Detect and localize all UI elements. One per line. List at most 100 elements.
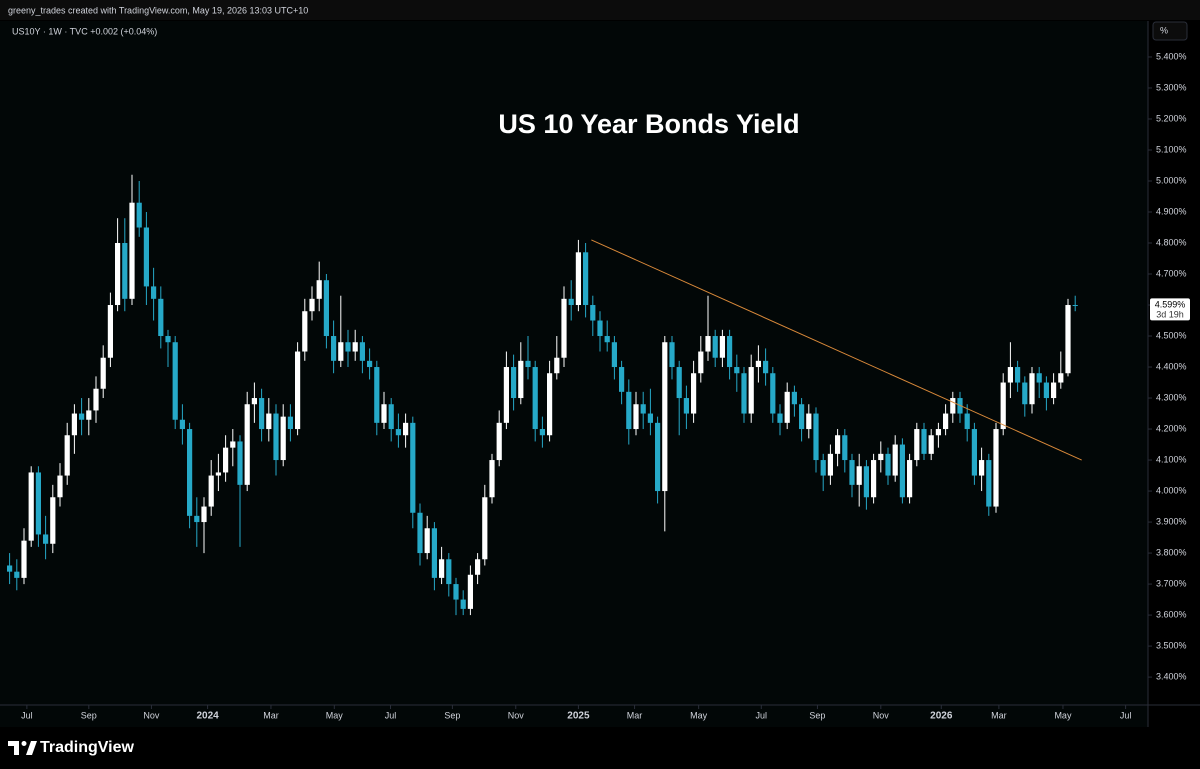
y-tick-label: 4.200% xyxy=(1156,423,1187,433)
y-tick-label: 3.700% xyxy=(1156,578,1187,588)
candle-body xyxy=(691,373,697,414)
candle-body xyxy=(201,506,207,523)
candle-body xyxy=(1058,373,1064,383)
x-tick-label: Jul xyxy=(1120,710,1132,720)
y-tick-label: 3.600% xyxy=(1156,609,1187,619)
candle-body xyxy=(410,422,416,513)
candle-body xyxy=(467,574,473,609)
logo-dot xyxy=(21,741,27,746)
x-tick-label: May xyxy=(1054,710,1072,720)
candle-body xyxy=(986,460,992,507)
y-tick-label: 4.100% xyxy=(1156,454,1187,464)
candle-body xyxy=(86,410,92,420)
candle-body xyxy=(734,367,740,374)
candle-body xyxy=(381,404,387,423)
candle-body xyxy=(100,357,106,389)
x-tick-label: May xyxy=(326,710,344,720)
candle-body xyxy=(273,413,279,461)
y-tick-label: 3.900% xyxy=(1156,516,1187,526)
y-tick-label: 4.500% xyxy=(1156,330,1187,340)
candle-body xyxy=(28,472,34,541)
candle-body xyxy=(698,351,704,374)
candle-body xyxy=(496,422,502,461)
candle-body xyxy=(439,559,445,578)
candle-body xyxy=(964,413,970,430)
y-tick-label: 5.100% xyxy=(1156,144,1187,154)
candle-body xyxy=(79,413,85,420)
candle-body xyxy=(7,565,13,572)
x-tick-label: 2026 xyxy=(930,711,953,722)
candle-body xyxy=(755,360,761,368)
candle-body xyxy=(568,298,574,306)
logo-mark xyxy=(8,741,19,755)
candle-body xyxy=(784,391,790,423)
candle-body xyxy=(871,460,877,498)
unit-button[interactable] xyxy=(1152,21,1188,41)
candle-body xyxy=(863,466,869,498)
footer xyxy=(0,728,1200,769)
x-tick-label: Nov xyxy=(873,710,890,720)
candle-body xyxy=(820,460,826,476)
candle-body xyxy=(187,429,193,516)
y-tick-label: 4.900% xyxy=(1156,206,1187,216)
candle-body xyxy=(295,351,301,430)
candle-body xyxy=(950,398,956,414)
candle-body xyxy=(266,413,272,430)
candle-body xyxy=(827,453,833,476)
candle-body xyxy=(770,373,776,414)
x-tick-label: Jul xyxy=(385,710,397,720)
x-tick-label: Mar xyxy=(991,710,1007,720)
candle-body xyxy=(453,584,459,600)
candle-body xyxy=(482,497,488,560)
candle-body xyxy=(251,398,257,405)
x-tick-label: Jul xyxy=(21,710,33,720)
candle-body xyxy=(424,528,430,554)
candle-body xyxy=(93,388,99,411)
candle-body xyxy=(914,429,920,461)
candle-body xyxy=(590,305,596,321)
candle-body xyxy=(1007,367,1013,383)
x-tick-label: Mar xyxy=(627,710,643,720)
y-tick-label: 5.000% xyxy=(1156,175,1187,185)
candle-body xyxy=(878,453,884,461)
candle-body xyxy=(669,342,675,368)
candle-body xyxy=(403,422,409,436)
candle-body xyxy=(122,243,128,299)
candle-body xyxy=(57,475,63,498)
unit-button-label[interactable]: % xyxy=(1160,25,1168,35)
x-tick-label: Nov xyxy=(143,710,160,720)
candle-body xyxy=(223,447,229,473)
candle-body xyxy=(64,435,70,476)
candle-body xyxy=(323,280,329,337)
candle-body xyxy=(475,559,481,575)
attribution: greeny_trades created with TradingView.c… xyxy=(8,5,308,15)
candle-body xyxy=(338,342,344,361)
y-tick-label: 5.300% xyxy=(1156,82,1187,92)
candle-body xyxy=(115,243,121,306)
x-tick-label: Nov xyxy=(508,710,525,720)
candle-body xyxy=(352,342,358,352)
x-tick-label: Jul xyxy=(756,710,768,720)
candle-body xyxy=(835,435,841,454)
y-tick-label: 5.400% xyxy=(1156,51,1187,61)
candle-body xyxy=(885,453,891,476)
candle-body xyxy=(287,416,293,430)
candle-body xyxy=(331,336,337,361)
candle-body xyxy=(316,280,322,299)
candle-body xyxy=(640,404,646,414)
y-tick-label: 4.800% xyxy=(1156,237,1187,247)
candle-body xyxy=(417,512,423,554)
y-tick-label: 3.500% xyxy=(1156,640,1187,650)
candle-body xyxy=(899,444,905,498)
candle-body xyxy=(172,342,178,420)
candle-body xyxy=(43,534,49,544)
candle-body xyxy=(799,404,805,430)
candle-body xyxy=(662,342,668,492)
countdown-label: 3d 19h xyxy=(1156,310,1184,320)
candle-body xyxy=(259,398,265,430)
logo-slash xyxy=(26,741,37,755)
candle-body xyxy=(374,367,380,423)
top-bar xyxy=(0,0,1200,20)
y-tick-label: 4.300% xyxy=(1156,392,1187,402)
candle-body xyxy=(676,367,682,399)
